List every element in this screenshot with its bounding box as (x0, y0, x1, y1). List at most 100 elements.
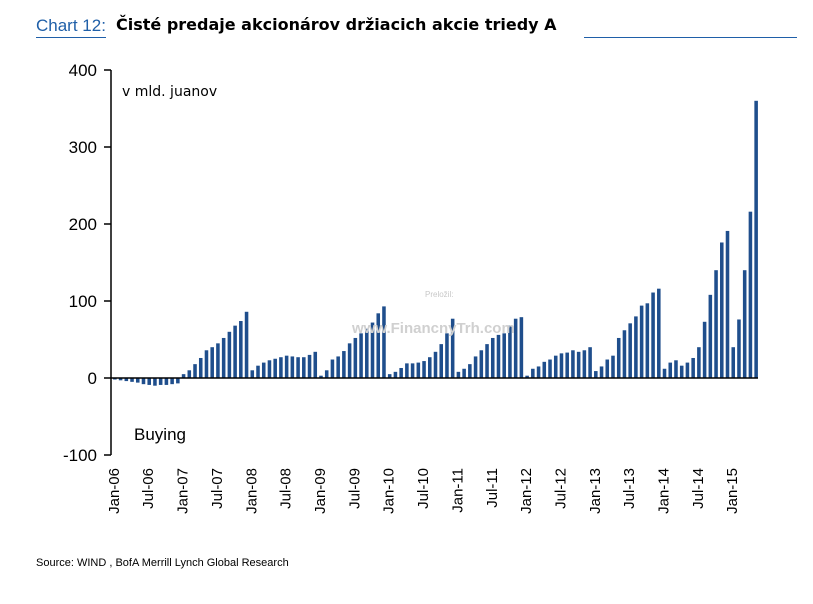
bar (233, 325, 237, 378)
bar (737, 319, 741, 378)
bar (496, 334, 501, 378)
bar (645, 303, 650, 378)
bar (307, 354, 312, 378)
bar (405, 363, 409, 378)
bar (594, 371, 598, 378)
bar (296, 357, 300, 378)
bar (571, 350, 575, 378)
bar (130, 378, 134, 382)
bar (439, 344, 443, 378)
bar (399, 367, 403, 378)
x-tick-label: Jan-08 (243, 468, 260, 514)
bar (508, 325, 512, 378)
bar (284, 355, 289, 378)
bar (193, 364, 197, 378)
bar (599, 366, 604, 378)
bar (376, 313, 381, 378)
bar (611, 355, 615, 378)
bar (605, 359, 610, 378)
bar (634, 316, 638, 378)
bar (576, 351, 581, 378)
bar (657, 288, 661, 378)
x-tick-label: Jan-15 (724, 468, 741, 514)
bar (588, 347, 592, 378)
x-tick-label: Jan-10 (381, 468, 398, 514)
bar (450, 318, 455, 378)
bar (502, 333, 506, 378)
x-tick-label: Jul-11 (484, 468, 501, 508)
bar (147, 378, 151, 385)
buying-annotation: Buying (134, 425, 186, 444)
source-note: Source: WIND , BofA Merrill Lynch Global… (36, 557, 289, 569)
bar (244, 311, 249, 378)
bar (347, 343, 352, 378)
y-tick-label: -100 (63, 446, 97, 465)
bar (622, 330, 627, 378)
x-tick-label: Jan-12 (518, 468, 535, 514)
x-tick-label: Jul-08 (278, 468, 295, 509)
bar (353, 337, 358, 378)
bar (279, 357, 283, 378)
x-tick-label: Jul-10 (415, 468, 432, 509)
y-tick-label: 300 (69, 138, 97, 157)
bar (668, 362, 673, 378)
bar (239, 321, 243, 378)
bar (462, 368, 466, 378)
bar (422, 361, 426, 378)
bar (513, 318, 518, 378)
y-tick-label: 200 (69, 215, 97, 234)
bar (273, 358, 277, 378)
bar (118, 378, 123, 381)
bar (559, 353, 564, 378)
bar (674, 360, 678, 378)
bar (319, 375, 323, 378)
bar (708, 294, 713, 378)
unit-note: v mld. juanov (122, 84, 217, 100)
bar (135, 378, 140, 383)
header-rule (36, 37, 106, 38)
bar (742, 270, 747, 378)
bar (433, 351, 438, 378)
bar (416, 362, 421, 378)
bar (290, 356, 295, 378)
bar (490, 337, 495, 378)
bar (336, 356, 340, 378)
chart-title: Čisté predaje akcionárov držiacich akcie… (116, 15, 557, 34)
bar (267, 360, 272, 378)
bar (359, 333, 363, 378)
bar (553, 355, 558, 378)
bar (256, 365, 260, 378)
bar (754, 100, 758, 379)
bar (313, 351, 318, 378)
watermark-site: www.FinancnyTrh.com (351, 320, 515, 337)
bar (542, 361, 547, 378)
bars (113, 100, 758, 386)
x-tick-label: Jul-09 (346, 468, 363, 509)
bar (198, 357, 203, 378)
bar (731, 347, 736, 378)
bar (330, 359, 335, 378)
bar (662, 368, 667, 378)
bar (485, 344, 489, 378)
bar (748, 211, 753, 378)
bar (153, 378, 157, 386)
bar (187, 370, 192, 378)
x-tick-label: Jan-11 (449, 468, 466, 513)
bar (342, 351, 346, 378)
x-tick-label: Jan-06 (106, 468, 123, 514)
bar (479, 350, 484, 378)
x-axis: Jan-06 Jul-06 Jan-07 Jul-07 Jan-08 Jul-08 Jan-… (106, 377, 758, 514)
bar (158, 378, 163, 385)
bar (181, 374, 186, 378)
bar (582, 350, 587, 378)
bar (628, 323, 632, 378)
bar (725, 230, 730, 378)
bar (468, 364, 472, 378)
bar (216, 343, 220, 378)
bar (141, 378, 146, 385)
bar (428, 357, 432, 378)
x-tick-label: Jul-12 (552, 468, 569, 509)
bar (536, 366, 541, 378)
bar (387, 374, 392, 378)
